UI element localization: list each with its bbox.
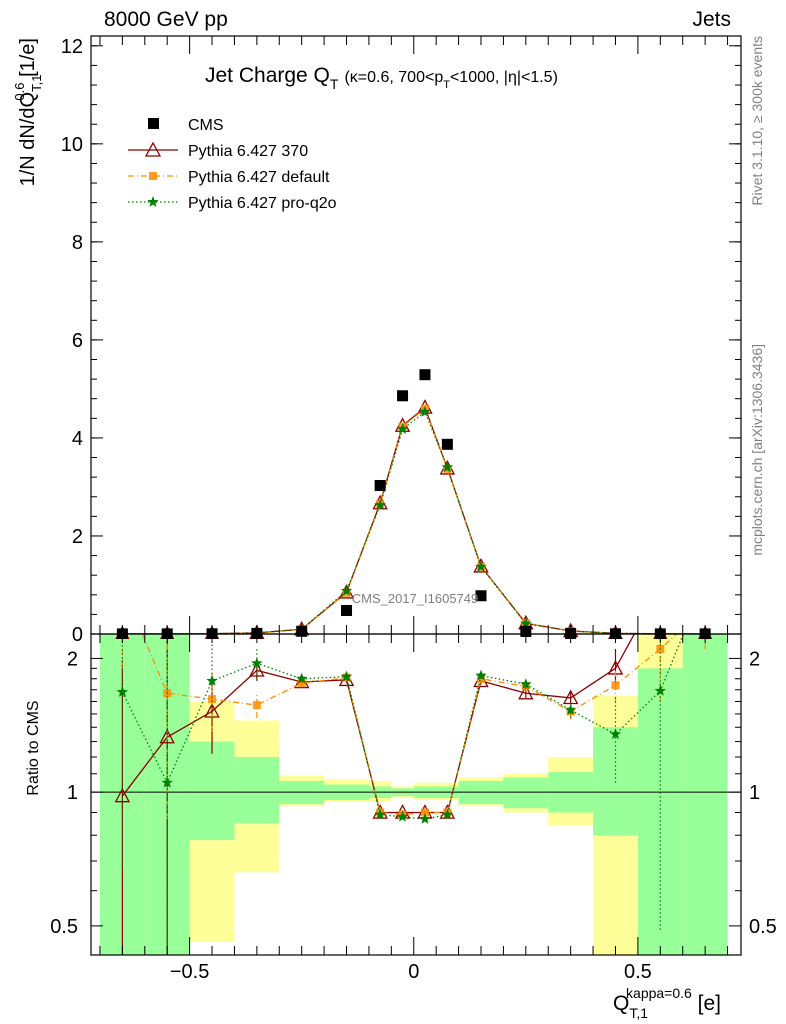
ratio-point [208,695,217,704]
ratio-point [609,728,622,740]
ratio-tick-label: 0.5 [50,916,78,938]
stat-band-bin [682,634,728,955]
legend-entry-pythia-default: Pythia 6.427 default [128,169,330,186]
ratio-tick-label-right: 2 [749,648,760,670]
y-axis-label: 1/N dN/dQT,10.6 [1/e] [12,38,44,186]
legend-label-pythia-370: Pythia 6.427 370 [188,143,308,160]
chart-title: Jet Charge QT (κ=0.6, 700<pT<1000, |η|<1.… [205,64,558,92]
ratio-line-2 [121,634,685,820]
ratio-point [701,604,709,612]
cms-data-point [441,438,453,450]
ratio-tick-label-right: 1 [749,782,760,804]
ratio-point [654,580,667,593]
stat-band-bin [637,668,683,955]
ratio-point [206,674,218,686]
ratio-point [374,808,386,820]
stat-band-bin [503,777,549,809]
legend-marker-pythia-pro-q2o [147,196,159,207]
ratio-point [699,574,710,585]
ratio-point [654,684,667,696]
ratio-point [441,808,454,820]
ratio-point [420,808,429,817]
y-tick-label: 6 [72,330,83,352]
mcplots-label: mcplots.cern.ch [arXiv:1306.3436] [749,344,765,556]
ratio-line-1 [141,634,678,816]
ratio-point [562,689,579,705]
ratio-tick-label: 2 [67,648,78,670]
ratio-point [611,681,620,690]
ratio-point [249,661,265,677]
cms-data-point [419,369,431,381]
ratio-point [419,813,431,824]
cms-data-point [475,590,487,602]
ratio-point [698,543,711,556]
y-tick-label: 0 [72,624,83,646]
ratio-line-0 [121,634,636,814]
ratio-point [252,701,261,710]
legend-marker-pythia-370 [144,141,162,157]
ratio-series-group [114,543,711,955]
ratio-point [475,669,487,681]
ratio-point [116,686,129,697]
main-point [441,461,454,473]
y-tick-label: 2 [72,526,83,548]
ratio-point [159,728,175,744]
process-label: Jets [692,8,731,31]
ratio-point [340,670,353,682]
y-tick-label: 12 [61,36,83,58]
ratio-point [564,704,577,715]
x-tick-label: 0.5 [624,961,652,983]
ratio-point [518,684,534,700]
legend-marker-pythia-default [149,172,157,180]
y-tick-label: 8 [72,232,83,254]
ratio-point [297,679,306,688]
ratio-tick-label: 1 [67,782,78,804]
main-point [419,405,431,417]
plot-frames [90,35,742,956]
stat-band-bin [189,741,235,841]
legend-entry-pythia-pro-q2o: Pythia 6.427 pro-q2o [128,195,337,212]
ratio-tick-label-right: 0.5 [749,916,777,938]
ratio-point [161,776,173,788]
legend-label-pythia-pro-q2o: Pythia 6.427 pro-q2o [188,195,337,212]
main-point [475,560,487,572]
analysis-id-watermark: CMS_2017_I1605749 [352,591,479,606]
main-point [340,584,353,596]
legend-label-cms: CMS [188,117,224,134]
legend-marker-cms [148,118,159,129]
stat-band-bin [234,756,280,824]
rivet-version-label: Rivet 3.1.10, ≥ 300k events [749,36,765,206]
main-point [520,617,532,629]
ratio-y-axis-label: Ratio to CMS [25,700,42,795]
ratio-point [295,672,308,684]
legend-entry-cms: CMS [148,117,224,134]
cms-data-point [397,390,409,402]
ratio-point [396,810,409,822]
ratio-frame [90,633,742,956]
cms-data-point [374,479,386,491]
legend: CMS Pythia 6.427 370 Pythia 6.427 defaul… [128,117,337,212]
y-tick-label: 10 [61,134,83,156]
legend-entry-pythia-370: Pythia 6.427 370 [128,141,308,160]
x-tick-label: −0.5 [170,961,209,983]
ratio-point [118,583,126,591]
collision-energy-label: 8000 GeV pp [104,8,228,31]
x-axis-label: QT,1kappa=0.6 [e] [613,985,721,1021]
legend-label-pythia-default: Pythia 6.427 default [188,169,330,186]
stat-band-bin [593,727,638,836]
x-tick-label: 0 [408,961,419,983]
cms-data-point [341,604,353,616]
main-point [396,423,409,434]
ratio-point [251,657,263,669]
ratio-point [520,678,532,690]
main-point [374,499,386,510]
y-tick-label: 4 [72,428,83,450]
